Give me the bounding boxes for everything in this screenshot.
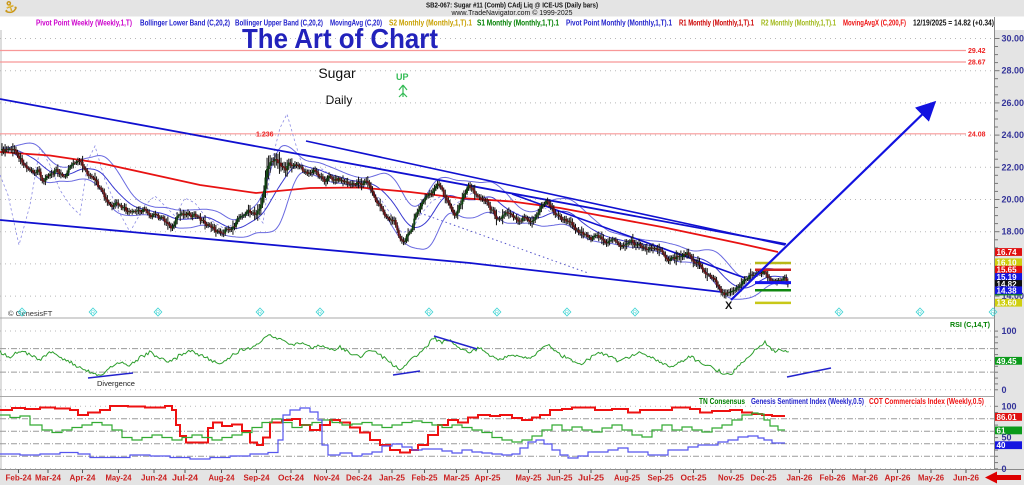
svg-text:Bollinger Lower Band (C,20,2): Bollinger Lower Band (C,20,2) bbox=[140, 19, 230, 28]
svg-text:Daily: Daily bbox=[326, 93, 353, 107]
svg-text:86.01: 86.01 bbox=[997, 413, 1018, 422]
svg-text:Feb-26: Feb-26 bbox=[820, 474, 847, 483]
svg-text:Jan-26: Jan-26 bbox=[787, 474, 814, 483]
svg-text:Jun-25: Jun-25 bbox=[547, 474, 574, 483]
svg-text:100: 100 bbox=[1002, 401, 1017, 411]
svg-text:Sep-25: Sep-25 bbox=[648, 474, 675, 483]
svg-text:TN Consensus: TN Consensus bbox=[699, 397, 745, 406]
svg-text:RSI (C,14,T): RSI (C,14,T) bbox=[950, 320, 990, 329]
svg-text:40: 40 bbox=[997, 441, 1006, 450]
svg-text:S1 Monthly (Monthly,1,T).1: S1 Monthly (Monthly,1,T).1 bbox=[477, 19, 559, 28]
svg-text:20.00: 20.00 bbox=[1002, 195, 1024, 205]
svg-text:R: R bbox=[633, 311, 637, 317]
svg-text:Feb-24: Feb-24 bbox=[6, 474, 33, 483]
svg-text:www.TradeNavigator.com © 1999-: www.TradeNavigator.com © 1999-2025 bbox=[451, 8, 573, 17]
svg-text:24.08: 24.08 bbox=[968, 131, 986, 138]
svg-text:Jun-24: Jun-24 bbox=[141, 474, 168, 483]
svg-text:Feb-25: Feb-25 bbox=[412, 474, 439, 483]
svg-text:Jan-25: Jan-25 bbox=[379, 474, 406, 483]
svg-text:R: R bbox=[318, 311, 322, 317]
svg-text:14.38: 14.38 bbox=[997, 286, 1018, 295]
svg-text:May-24: May-24 bbox=[106, 474, 133, 483]
svg-text:© GenesisFT: © GenesisFT bbox=[8, 309, 53, 318]
svg-text:0: 0 bbox=[1002, 464, 1007, 474]
svg-text:Pivot Point Weekly (Weekly,1,T: Pivot Point Weekly (Weekly,1,T) bbox=[36, 19, 132, 28]
svg-text:22.00: 22.00 bbox=[1002, 162, 1024, 172]
svg-text:Aug-25: Aug-25 bbox=[614, 474, 641, 483]
svg-text:R: R bbox=[20, 311, 24, 317]
svg-text:Genesis Sentiment Index (Weekl: Genesis Sentiment Index (Weekly,0.5) bbox=[751, 397, 864, 406]
svg-text:Dec-24: Dec-24 bbox=[346, 474, 373, 483]
svg-text:Oct-25: Oct-25 bbox=[681, 474, 708, 483]
svg-text:R1 Monthly (Monthly,1,T).1: R1 Monthly (Monthly,1,T).1 bbox=[679, 19, 754, 28]
svg-text:R: R bbox=[918, 311, 922, 317]
svg-text:MovingAvgX (C,200,F): MovingAvgX (C,200,F) bbox=[843, 19, 906, 28]
svg-text:13.60: 13.60 bbox=[997, 299, 1018, 308]
svg-text:May-26: May-26 bbox=[918, 474, 945, 483]
svg-text:Oct-24: Oct-24 bbox=[278, 474, 305, 483]
svg-text:30.00: 30.00 bbox=[1002, 34, 1024, 44]
svg-text:Pivot Point Monthly (Monthly,1: Pivot Point Monthly (Monthly,1,T).1 bbox=[566, 19, 672, 28]
svg-text:UP: UP bbox=[396, 72, 409, 82]
svg-text:COT Commercials Index (Weekly,: COT Commercials Index (Weekly,0.5) bbox=[869, 397, 984, 406]
svg-text:0: 0 bbox=[1002, 385, 1007, 395]
svg-text:Divergence: Divergence bbox=[97, 379, 135, 388]
svg-text:Dec-25: Dec-25 bbox=[751, 474, 778, 483]
svg-text:28.67: 28.67 bbox=[968, 60, 986, 67]
svg-text:24.00: 24.00 bbox=[1002, 130, 1024, 140]
svg-text:Sugar: Sugar bbox=[318, 65, 356, 81]
svg-text:The Art of Chart: The Art of Chart bbox=[242, 23, 438, 54]
svg-text:Apr-24: Apr-24 bbox=[70, 474, 97, 483]
svg-text:26.00: 26.00 bbox=[1002, 98, 1024, 108]
svg-text:X: X bbox=[725, 300, 733, 312]
svg-text:Sep-24: Sep-24 bbox=[244, 474, 271, 483]
svg-text:Aug-24: Aug-24 bbox=[209, 474, 236, 483]
svg-text:Jul-25: Jul-25 bbox=[578, 474, 605, 483]
svg-text:Jul-24: Jul-24 bbox=[172, 474, 199, 483]
svg-text:R2 Monthly (Monthly,1,T).1: R2 Monthly (Monthly,1,T).1 bbox=[761, 19, 836, 28]
svg-text:R: R bbox=[91, 311, 95, 317]
svg-text:Mar-25: Mar-25 bbox=[444, 474, 471, 483]
svg-text:R: R bbox=[837, 311, 841, 317]
svg-text:May-25: May-25 bbox=[516, 474, 543, 483]
svg-text:Apr-26: Apr-26 bbox=[885, 474, 912, 483]
svg-text:100: 100 bbox=[1002, 326, 1017, 336]
svg-text:28.00: 28.00 bbox=[1002, 66, 1024, 76]
svg-text:Nov-25: Nov-25 bbox=[718, 474, 745, 483]
svg-text:R: R bbox=[427, 311, 431, 317]
svg-text:18.00: 18.00 bbox=[1002, 227, 1024, 237]
svg-text:R: R bbox=[991, 311, 995, 317]
svg-text:29.42: 29.42 bbox=[968, 48, 986, 55]
svg-text:R: R bbox=[495, 311, 499, 317]
svg-text:49.45: 49.45 bbox=[997, 357, 1018, 366]
svg-text:Mar-26: Mar-26 bbox=[852, 474, 879, 483]
svg-text:Jun-26: Jun-26 bbox=[953, 474, 980, 483]
svg-text:Apr-25: Apr-25 bbox=[475, 474, 502, 483]
svg-text:R: R bbox=[565, 311, 569, 317]
svg-text:R: R bbox=[258, 311, 262, 317]
svg-text:R: R bbox=[156, 311, 160, 317]
svg-text:Mar-24: Mar-24 bbox=[35, 474, 62, 483]
svg-text:12/19/2025 = 14.82 (+0.34): 12/19/2025 = 14.82 (+0.34) bbox=[913, 19, 994, 28]
svg-text:1.236: 1.236 bbox=[256, 131, 274, 138]
svg-text:16.74: 16.74 bbox=[997, 248, 1018, 257]
svg-text:61: 61 bbox=[997, 426, 1006, 435]
svg-text:Nov-24: Nov-24 bbox=[314, 474, 341, 483]
